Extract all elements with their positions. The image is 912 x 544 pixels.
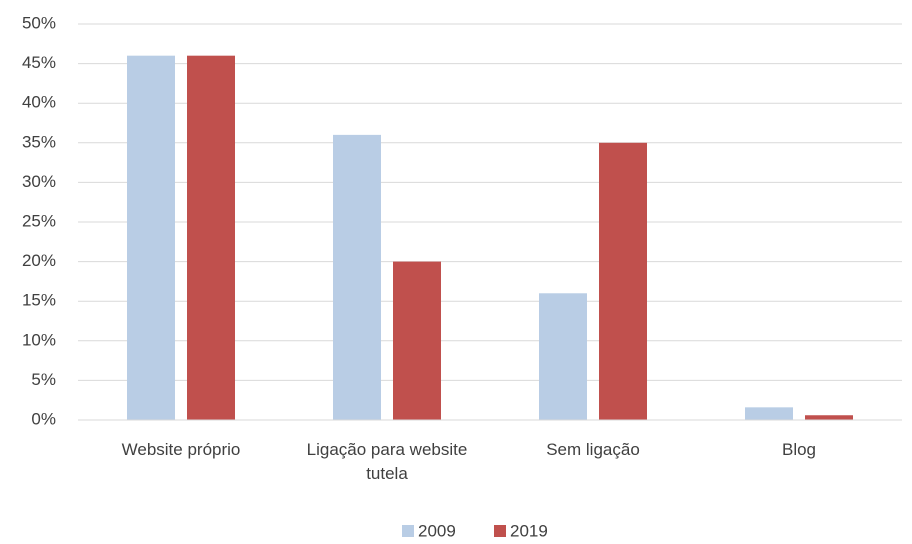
- y-tick-label: 0%: [31, 409, 56, 428]
- y-tick-label: 50%: [22, 13, 56, 32]
- y-tick-label: 35%: [22, 132, 56, 151]
- y-tick-label: 5%: [31, 370, 56, 389]
- bar: [393, 261, 441, 420]
- bar: [539, 293, 587, 420]
- x-tick-label: Sem ligação: [546, 440, 640, 459]
- legend-swatch: [402, 525, 414, 537]
- x-tick-label: Blog: [781, 440, 817, 459]
- legend-swatch: [494, 525, 506, 537]
- x-tick-label: Website próprio: [121, 440, 241, 459]
- y-tick-label: 10%: [22, 330, 56, 349]
- x-tick-label: Ligação para website tutela: [306, 440, 468, 483]
- y-tick-label: 40%: [22, 93, 56, 112]
- legend-label: 2009: [418, 521, 456, 540]
- bar: [187, 55, 235, 421]
- y-tick-label: 30%: [22, 172, 56, 191]
- y-tick-label: 45%: [22, 53, 56, 72]
- legend-label: 2019: [510, 521, 548, 540]
- bar: [805, 415, 853, 420]
- bar: [599, 142, 647, 421]
- y-tick-label: 15%: [22, 291, 56, 310]
- bar: [333, 134, 381, 420]
- y-tick-label: 25%: [22, 211, 56, 230]
- bar: [127, 55, 175, 421]
- y-tick-label: 20%: [22, 251, 56, 270]
- bar: [745, 407, 793, 420]
